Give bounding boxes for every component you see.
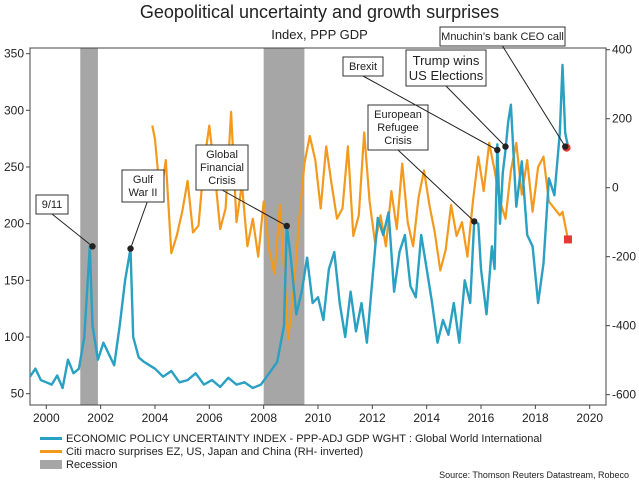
event-label: 9/11 — [42, 199, 63, 211]
x-tick-label: 2008 — [250, 411, 277, 425]
event-point — [127, 245, 134, 252]
y-right-tick-label: -400 — [612, 319, 636, 333]
y-right-tick-label: -600 — [612, 388, 636, 402]
legend-swatch-recession — [40, 460, 62, 469]
y-left-tick-label: 350 — [4, 47, 24, 61]
event-label: Mnuchin’s bank CEO call — [441, 31, 564, 43]
event-leader-line — [445, 85, 506, 147]
legend-label-epu: ECONOMIC POLICY UNCERTAINTY INDEX - PPP-… — [66, 432, 542, 445]
legend-label-citi: Citi macro surprises EZ, US, Japan and C… — [66, 445, 364, 458]
event-label: Global — [206, 149, 238, 161]
x-tick-label: 2012 — [359, 411, 386, 425]
source-note: Source: Thomson Reuters Datastream, Robe… — [439, 470, 629, 480]
event-label-box — [195, 144, 249, 191]
event-point — [283, 222, 290, 230]
event-leader-line — [221, 189, 287, 227]
event-label: War II — [129, 187, 158, 199]
event-label: Financial — [200, 162, 244, 174]
event-leader-line — [502, 45, 566, 147]
x-tick-label: 2020 — [576, 411, 603, 425]
x-tick-label: 2010 — [305, 411, 332, 425]
event-label: US Elections — [409, 68, 484, 83]
event-leader-line — [51, 213, 93, 247]
series-line-epu — [29, 63, 570, 390]
x-tick-label: 2016 — [468, 411, 495, 425]
x-tick-label: 2014 — [413, 411, 440, 425]
legend-label-recession: Recession — [66, 458, 118, 471]
event-leader-line — [397, 149, 475, 222]
y-right-tick-label: 400 — [612, 43, 632, 57]
event-point — [494, 146, 501, 154]
event-label-box — [405, 49, 487, 87]
event-label-box — [367, 104, 429, 151]
event-label: Crisis — [208, 175, 236, 187]
event-label: Refugee — [377, 122, 419, 134]
end-marker-citi — [563, 235, 572, 244]
event-point — [471, 218, 478, 225]
event-point — [502, 143, 509, 150]
event-label-box — [342, 56, 384, 77]
event-point — [562, 143, 569, 150]
event-leader-line — [130, 201, 148, 249]
chart-subtitle: Index, PPP GDP — [271, 27, 368, 42]
legend-item-citi: Citi macro surprises EZ, US, Japan and C… — [40, 445, 542, 458]
series-line-citi — [151, 110, 570, 341]
event-label: Crisis — [384, 135, 412, 147]
chart-plot: 50 100 150 200 250 300 350 -600 -400 -200 0 200 400 2… — [4, 26, 636, 425]
x-tick-label: 2006 — [196, 411, 223, 425]
x-tick-label: 2000 — [33, 411, 60, 425]
y-right-tick-label: 0 — [612, 181, 619, 195]
event-label: Gulf — [133, 174, 154, 186]
x-tick-label: 2018 — [522, 411, 549, 425]
legend-item-recession: Recession — [40, 458, 542, 471]
y-left-tick-label: 150 — [4, 273, 24, 287]
legend: ECONOMIC POLICY UNCERTAINTY INDEX - PPP-… — [40, 432, 542, 471]
y-left-tick-label: 300 — [4, 103, 24, 117]
x-tick-label: 2002 — [87, 411, 114, 425]
legend-item-epu: ECONOMIC POLICY UNCERTAINTY INDEX - PPP-… — [40, 432, 542, 445]
event-leader-line — [362, 75, 498, 151]
legend-swatch-citi — [40, 450, 62, 453]
event-label-box — [35, 194, 69, 215]
y-right-tick-label: 200 — [612, 112, 632, 126]
chart-title: Geopolitical uncertainty and growth surp… — [139, 2, 500, 22]
y-left-tick-label: 50 — [11, 387, 25, 401]
event-label-box — [439, 26, 566, 47]
y-left-tick-label: 200 — [4, 217, 24, 231]
event-label: Brexit — [349, 61, 377, 73]
y-left-tick-label: 100 — [4, 330, 24, 344]
y-left-tick-label: 250 — [4, 160, 24, 174]
x-tick-label: 2004 — [142, 411, 169, 425]
event-point — [89, 243, 96, 250]
event-label: Trump wins — [413, 53, 480, 68]
y-right-tick-label: -200 — [612, 250, 636, 264]
event-label: European — [374, 109, 422, 121]
event-label-box — [121, 169, 165, 203]
legend-swatch-epu — [40, 437, 62, 440]
